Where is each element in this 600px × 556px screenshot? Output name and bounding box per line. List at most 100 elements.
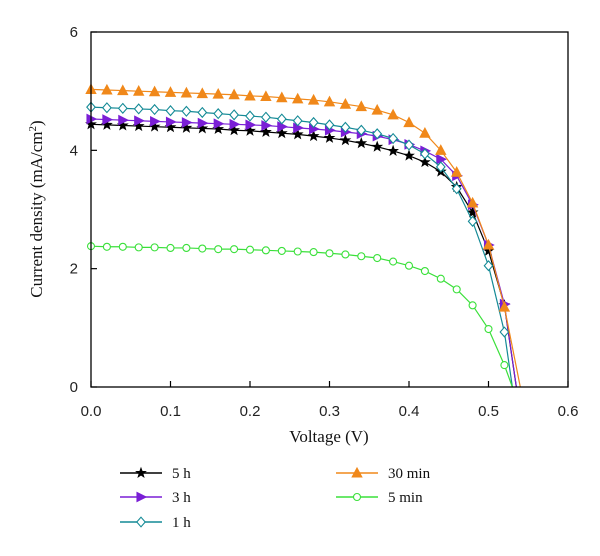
legend-marker <box>136 491 148 503</box>
data-point <box>307 129 320 142</box>
data-point <box>134 243 143 252</box>
data-point <box>228 88 240 100</box>
data-point <box>452 285 461 294</box>
data-point <box>244 89 256 101</box>
series-5-min <box>86 242 513 388</box>
legend-label: 1 h <box>172 515 191 531</box>
data-point <box>245 245 255 254</box>
data-point <box>403 116 415 128</box>
legend-label: 3 h <box>172 490 191 506</box>
x-tick-label: 0.5 <box>478 403 499 420</box>
plot-frame <box>90 31 569 388</box>
data-point <box>403 149 415 161</box>
data-point <box>419 127 431 138</box>
series-line <box>90 106 513 388</box>
data-point <box>102 114 114 125</box>
data-point <box>325 249 334 258</box>
data-point <box>404 139 414 151</box>
data-point <box>230 245 239 254</box>
data-point <box>323 131 336 143</box>
y-tick-label: 6 <box>70 24 78 41</box>
legend-label: 5 min <box>388 490 423 506</box>
data-point <box>150 115 161 127</box>
data-point <box>134 115 145 127</box>
data-point <box>102 242 111 251</box>
legend-item: 5 min <box>336 490 423 506</box>
y-axis-title: Current density (mA/cm2) <box>27 120 46 297</box>
data-point <box>498 300 511 312</box>
series-5-h <box>85 118 517 388</box>
data-point <box>435 144 447 155</box>
y-axis-title-sup: 2 <box>27 126 39 132</box>
series-line <box>90 245 513 388</box>
x-axis-title: Voltage (V) <box>289 427 368 446</box>
data-point <box>277 121 289 133</box>
data-point <box>339 134 352 146</box>
x-tick-label: 0.3 <box>319 403 340 420</box>
data-point <box>276 113 287 125</box>
data-point <box>388 132 399 145</box>
data-point <box>420 266 429 276</box>
data-point <box>166 243 175 253</box>
data-point <box>482 238 495 250</box>
x-tick-label: 0.6 <box>558 403 579 420</box>
data-point <box>260 90 272 102</box>
data-point <box>355 137 368 149</box>
data-point <box>277 246 286 255</box>
data-point <box>229 118 241 130</box>
data-point <box>436 274 445 283</box>
legend-marker <box>351 466 363 478</box>
data-point <box>148 85 161 97</box>
data-point <box>466 196 479 208</box>
data-point <box>117 102 128 114</box>
tick-labels: 0.0 0.1 0.2 0.3 0.4 0.5 0.6 0 2 4 6 <box>70 24 579 420</box>
data-point <box>292 115 303 127</box>
axis-ticks <box>90 31 569 388</box>
data-point <box>309 248 318 257</box>
data-point <box>340 121 351 133</box>
data-point <box>324 119 335 131</box>
legend-marker <box>135 466 147 479</box>
data-point <box>101 83 113 95</box>
data-point <box>293 247 302 256</box>
legend-marker <box>136 516 146 528</box>
data-point <box>196 87 209 99</box>
data-point <box>339 98 352 109</box>
data-point <box>291 128 304 140</box>
data-point <box>260 111 271 123</box>
data-point <box>150 243 159 252</box>
data-point <box>419 148 430 160</box>
data-point <box>357 252 366 261</box>
data-point <box>213 108 224 120</box>
data-point <box>435 161 446 173</box>
y-tick-label: 4 <box>70 142 78 159</box>
legend-item: 3 h <box>120 490 191 506</box>
legend-item: 30 min <box>336 466 431 482</box>
data-point <box>182 243 191 253</box>
data-point <box>260 125 272 138</box>
data-point <box>133 103 144 115</box>
data-point <box>307 93 320 105</box>
data-point <box>198 244 207 253</box>
data-point <box>181 117 193 128</box>
legend-label: 30 min <box>388 466 431 482</box>
data-point <box>291 92 304 104</box>
y-axis-title-close: ) <box>27 120 46 126</box>
data-point <box>373 253 382 263</box>
data-point <box>118 242 127 251</box>
x-tick-label: 0.2 <box>240 403 261 420</box>
data-point <box>197 106 208 119</box>
data-point <box>436 153 448 165</box>
data-point <box>213 118 225 130</box>
data-point <box>356 124 367 136</box>
data-point <box>467 215 478 227</box>
data-point <box>419 155 431 168</box>
data-point <box>372 128 383 140</box>
series-layer <box>85 83 521 388</box>
data-point <box>180 86 193 98</box>
data-point <box>212 87 224 99</box>
data-point <box>132 84 145 96</box>
data-point <box>245 110 255 122</box>
legend-item: 5 h <box>120 466 191 482</box>
